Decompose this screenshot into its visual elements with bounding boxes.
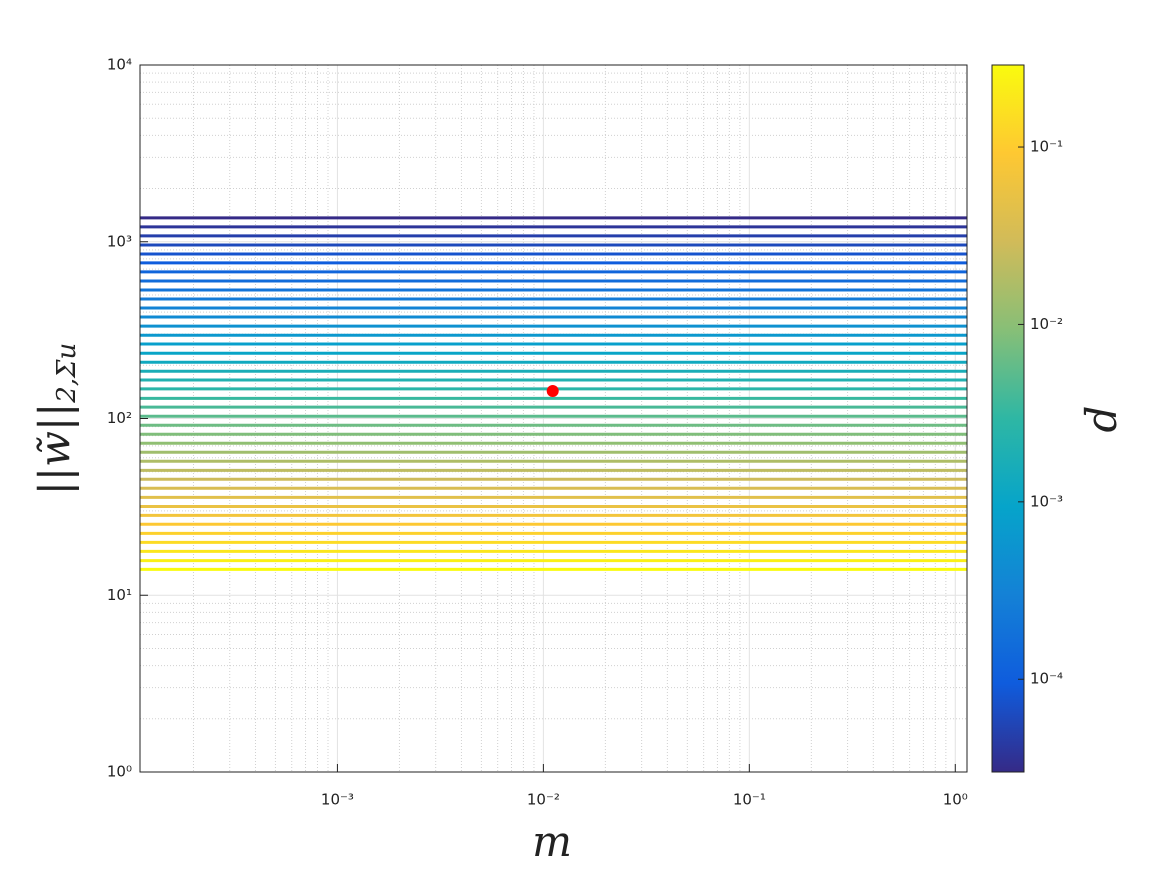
marker-point [546,385,559,398]
plot-frame [139,64,968,773]
y-tick-label: 10⁴ [107,56,132,74]
y-axis-label: ||w̃||2,Σu [30,343,82,496]
x-tick-label: 10⁻¹ [733,791,766,809]
colorbar-tick-label: 10⁻⁴ [1030,670,1063,688]
colorbar [991,64,1025,773]
y-tick-label: 10³ [107,232,132,250]
y-tick-label: 10¹ [107,586,132,604]
y-axis-label-main: ||w̃|| [30,403,79,496]
colorbar-tick-label: 10⁻³ [1030,492,1063,510]
colorbar-label: d [1077,406,1126,433]
colorbar-tick-label: 10⁻² [1030,315,1063,333]
colorbar-tick-label: 10⁻¹ [1030,138,1063,156]
y-axis-label-subscript: 2,Σu [52,343,82,404]
y-tick-label: 10⁰ [107,763,132,781]
x-tick-label: 10⁻² [527,791,560,809]
x-tick-label: 10⁰ [943,791,968,809]
x-tick-label: 10⁻³ [321,791,354,809]
y-tick-label: 10² [107,409,132,427]
x-axis-label: m [532,817,572,866]
